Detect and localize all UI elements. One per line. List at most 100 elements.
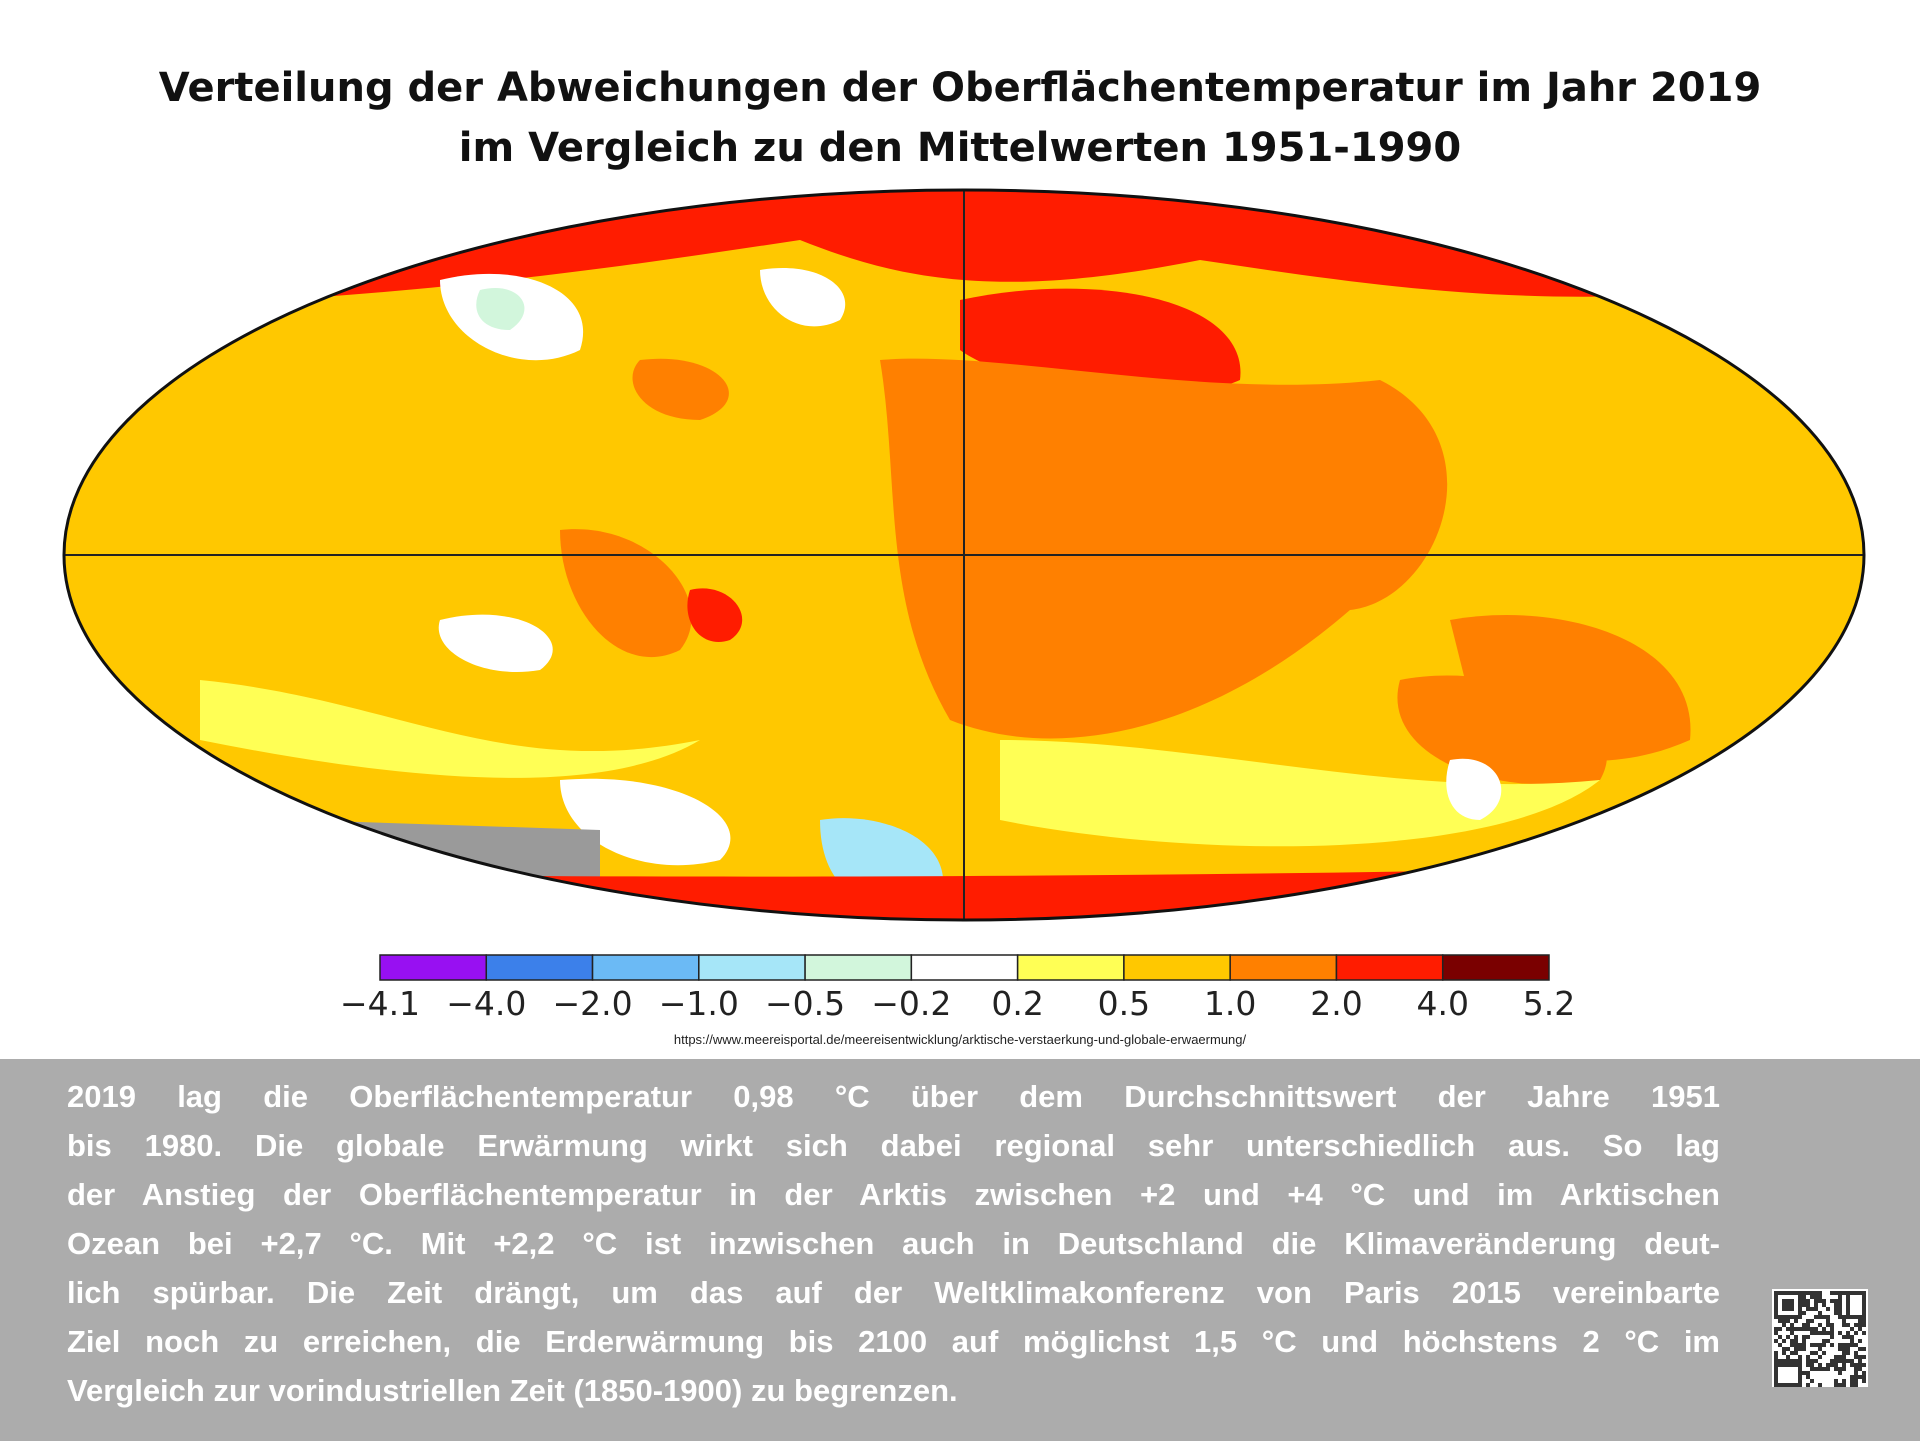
qr-module [1814, 1299, 1818, 1303]
qr-module [1790, 1291, 1794, 1295]
colorbar-label: −1.0 [659, 984, 739, 1020]
qr-module [1798, 1303, 1802, 1307]
qr-module [1802, 1327, 1806, 1331]
colorbar-label: −2.0 [552, 984, 632, 1020]
qr-module [1786, 1335, 1790, 1339]
qr-module [1862, 1375, 1866, 1379]
qr-module [1862, 1291, 1866, 1295]
qr-module [1774, 1383, 1778, 1387]
body-line: Ziel noch zu erreichen, die Erderwärmung… [67, 1324, 1720, 1359]
qr-module [1814, 1315, 1818, 1319]
qr-module [1790, 1339, 1794, 1343]
qr-module [1778, 1315, 1782, 1319]
qr-module [1806, 1323, 1810, 1327]
qr-module [1786, 1359, 1790, 1363]
temperature-map: −4.1 −4.0 −2.0 −1.0 −0.5 −0.2 0.2 0.5 1.0 2.0 4.0 5… [62, 188, 1866, 1020]
qr-module [1834, 1363, 1838, 1367]
qr-module [1834, 1367, 1838, 1371]
qr-module [1798, 1371, 1802, 1375]
qr-module [1850, 1335, 1854, 1339]
qr-module [1854, 1371, 1858, 1375]
qr-module [1830, 1343, 1834, 1347]
qr-module [1802, 1335, 1806, 1339]
qr-module [1782, 1303, 1786, 1307]
body-line: lich spürbar. Die Zeit drängt, um das au… [67, 1275, 1720, 1310]
qr-module [1794, 1347, 1798, 1351]
qr-module [1842, 1359, 1846, 1363]
qr-module [1790, 1323, 1794, 1327]
colorbar-label: −4.0 [446, 984, 526, 1020]
qr-module [1814, 1367, 1818, 1371]
qr-module [1826, 1367, 1830, 1371]
qr-module [1790, 1343, 1794, 1347]
qr-module [1794, 1383, 1798, 1387]
qr-module [1842, 1343, 1846, 1347]
qr-module [1842, 1323, 1846, 1327]
qr-module [1798, 1367, 1802, 1371]
qr-module [1806, 1335, 1810, 1339]
body-line: Vergleich zur vorindustriellen Zeit (185… [67, 1373, 958, 1408]
qr-module [1806, 1371, 1810, 1375]
qr-module [1814, 1295, 1818, 1299]
qr-module [1838, 1299, 1842, 1303]
qr-module [1830, 1327, 1834, 1331]
qr-module [1826, 1323, 1830, 1327]
qr-module [1846, 1307, 1850, 1311]
qr-module [1814, 1307, 1818, 1311]
qr-module [1834, 1311, 1838, 1315]
qr-module [1810, 1307, 1814, 1311]
qr-module [1810, 1295, 1814, 1299]
qr-module [1850, 1359, 1854, 1363]
title-line: Verteilung der Abweichungen der Oberfläc… [158, 65, 1762, 111]
qr-module [1862, 1303, 1866, 1307]
qr-module [1798, 1347, 1802, 1351]
qr-module [1786, 1303, 1790, 1307]
qr-module [1782, 1359, 1786, 1363]
body-line: der Anstieg der Oberflächentemperatur in… [67, 1177, 1720, 1212]
colorbar-label: 5.2 [1523, 984, 1575, 1020]
qr-module [1850, 1291, 1854, 1295]
qr-module [1786, 1315, 1790, 1319]
qr-module [1790, 1303, 1794, 1307]
qr-module [1810, 1351, 1814, 1355]
qr-module [1838, 1311, 1842, 1315]
body-line: bis 1980. Die globale Erwärmung wirkt si… [67, 1128, 1720, 1163]
qr-module [1818, 1363, 1822, 1367]
qr-module [1806, 1375, 1810, 1379]
qr-module [1854, 1355, 1858, 1359]
qr-module [1810, 1359, 1814, 1363]
map-outline [62, 188, 1866, 922]
colorbar-swatch [1441, 954, 1550, 981]
qr-module [1850, 1315, 1854, 1319]
qr-module [1834, 1291, 1838, 1295]
qr-module [1858, 1319, 1862, 1323]
qr-module [1854, 1379, 1858, 1383]
qr-module [1778, 1359, 1782, 1363]
qr-module [1794, 1363, 1798, 1367]
qr-module [1854, 1323, 1858, 1327]
colorbar-swatch [910, 954, 1019, 981]
qr-module [1858, 1291, 1862, 1295]
qr-module [1798, 1311, 1802, 1315]
qr-module [1810, 1379, 1814, 1383]
qr-module [1798, 1379, 1802, 1383]
qr-module [1818, 1323, 1822, 1327]
qr-module [1802, 1291, 1806, 1295]
qr-module [1786, 1319, 1790, 1323]
qr-module [1862, 1311, 1866, 1315]
text-band [0, 1059, 1920, 1441]
qr-module [1786, 1327, 1790, 1331]
qr-module [1774, 1371, 1778, 1375]
qr-module [1806, 1355, 1810, 1359]
qr-module [1854, 1343, 1858, 1347]
qr-module [1862, 1323, 1866, 1327]
colorbar-swatch [379, 954, 488, 981]
qr-module [1838, 1359, 1842, 1363]
qr-module [1810, 1327, 1814, 1331]
qr-module [1818, 1291, 1822, 1295]
qr-module [1818, 1355, 1822, 1359]
qr-module [1838, 1367, 1842, 1371]
colorbar-label: 2.0 [1310, 984, 1362, 1020]
qr-module [1774, 1307, 1778, 1311]
